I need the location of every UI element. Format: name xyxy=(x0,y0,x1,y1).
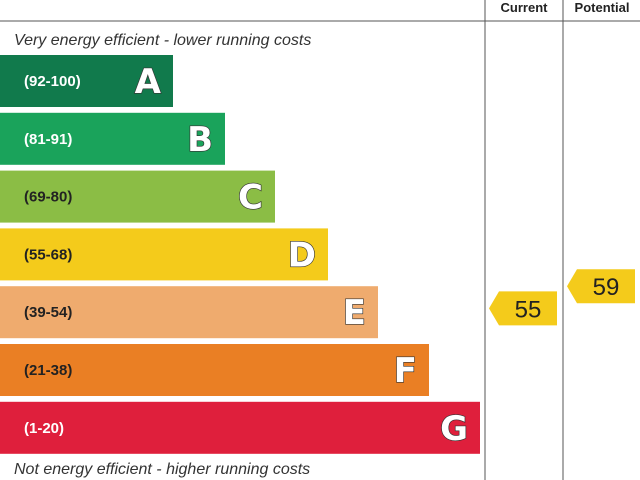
band-f-bar xyxy=(0,344,429,396)
bottom-caption: Not energy efficient - higher running co… xyxy=(14,461,310,478)
band-f-letter: F xyxy=(394,351,417,391)
band-b-range: (81-91) xyxy=(24,131,72,148)
band-c-bar xyxy=(0,170,275,223)
band-b-letter: B xyxy=(187,120,213,160)
current-column-header: Current xyxy=(501,0,549,15)
band-g-letter: G xyxy=(440,409,468,449)
band-c-range: (69-80) xyxy=(24,189,72,206)
band-e-range: (39-54) xyxy=(24,304,72,321)
band-d-range: (55-68) xyxy=(24,246,72,263)
band-f-range: (21-38) xyxy=(24,362,72,379)
band-e-letter: E xyxy=(343,293,366,333)
band-g-bar xyxy=(0,401,480,454)
rating-pointers: 55 59 xyxy=(489,269,635,326)
band-b-bar xyxy=(0,112,225,165)
rating-bands: (92-100) A (81-91) B (69-80) C (55-68) D (39-54)… xyxy=(0,55,480,454)
band-d-bar xyxy=(0,228,328,281)
current-rating-pointer xyxy=(489,291,557,326)
band-d-letter: D xyxy=(288,235,316,275)
band-g-range: (1-20) xyxy=(24,420,64,437)
top-caption: Very energy efficient - lower running co… xyxy=(14,32,311,49)
potential-rating-value: 59 xyxy=(593,274,620,301)
band-a-range: (92-100) xyxy=(24,73,81,90)
band-c-letter: C xyxy=(238,178,263,218)
potential-rating-pointer xyxy=(567,269,635,304)
current-rating-value: 55 xyxy=(515,296,542,323)
band-a-letter: A xyxy=(135,62,162,102)
potential-column-header: Potential xyxy=(575,0,630,15)
band-e-bar xyxy=(0,286,378,339)
band-a-bar xyxy=(0,55,173,107)
